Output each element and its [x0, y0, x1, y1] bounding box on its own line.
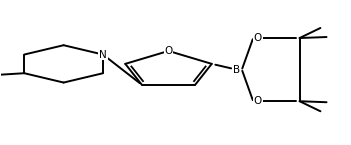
Text: N: N [99, 50, 107, 60]
Text: O: O [164, 46, 173, 56]
Text: O: O [253, 33, 262, 43]
Text: O: O [253, 96, 262, 106]
Text: B: B [233, 65, 240, 75]
